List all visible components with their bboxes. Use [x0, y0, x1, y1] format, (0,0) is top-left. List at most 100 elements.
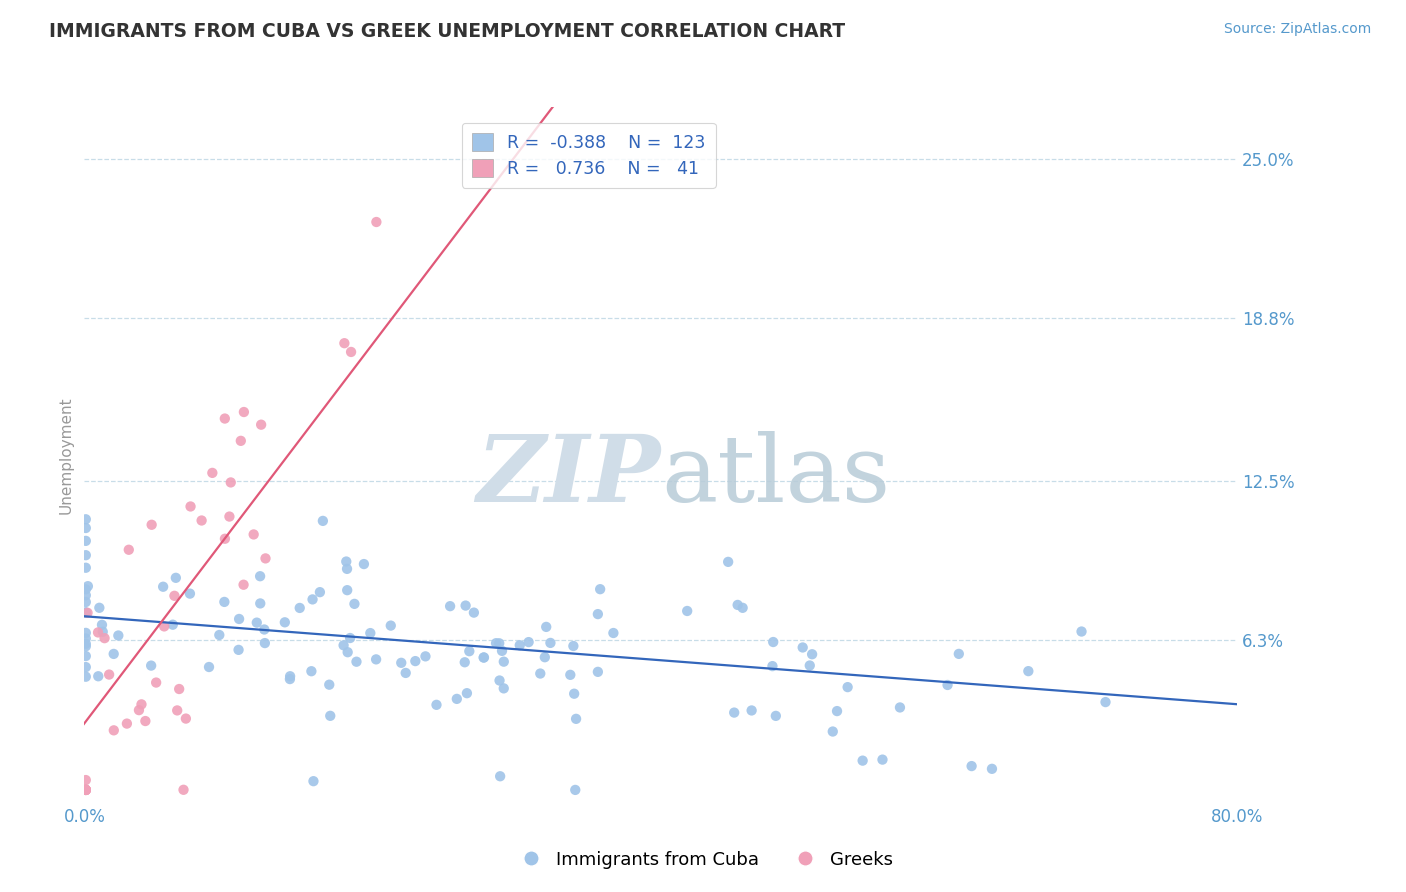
Point: [509, 638, 531, 652]
Point: [821, 724, 844, 739]
Point: [278, 669, 301, 683]
Point: [253, 623, 276, 637]
Point: [723, 706, 745, 720]
Point: [75, 783, 97, 797]
Point: [242, 527, 264, 541]
Point: [765, 709, 787, 723]
Point: [454, 655, 477, 669]
Point: [75, 783, 97, 797]
Point: [75, 773, 97, 788]
Point: [1070, 624, 1092, 639]
Point: [439, 599, 461, 614]
Point: [299, 664, 322, 678]
Point: [214, 595, 236, 609]
Text: Source: ZipAtlas.com: Source: ZipAtlas.com: [1223, 22, 1371, 37]
Point: [91, 624, 114, 639]
Point: [586, 665, 609, 679]
Point: [103, 723, 125, 738]
Point: [228, 643, 250, 657]
Point: [118, 542, 141, 557]
Point: [333, 336, 356, 351]
Point: [75, 783, 97, 797]
Point: [889, 700, 911, 714]
Point: [75, 783, 97, 797]
Point: [489, 769, 512, 783]
Point: [166, 703, 188, 717]
Point: [488, 636, 510, 650]
Point: [340, 345, 363, 359]
Point: [163, 589, 186, 603]
Point: [180, 500, 202, 514]
Point: [229, 434, 252, 448]
Point: [141, 517, 163, 532]
Point: [179, 587, 201, 601]
Point: [801, 647, 824, 661]
Point: [131, 698, 153, 712]
Point: [336, 645, 359, 659]
Point: [152, 580, 174, 594]
Point: [75, 606, 97, 620]
Point: [309, 585, 332, 599]
Point: [825, 704, 848, 718]
Point: [488, 673, 510, 688]
Point: [87, 669, 110, 683]
Point: [75, 521, 97, 535]
Point: [153, 619, 176, 633]
Point: [936, 678, 959, 692]
Point: [336, 583, 359, 598]
Legend: Immigrants from Cuba, Greeks: Immigrants from Cuba, Greeks: [508, 846, 898, 874]
Point: [75, 606, 97, 620]
Point: [318, 678, 340, 692]
Point: [517, 635, 540, 649]
Point: [761, 659, 783, 673]
Point: [75, 783, 97, 797]
Point: [485, 636, 508, 650]
Point: [589, 582, 612, 597]
Point: [75, 588, 97, 602]
Point: [872, 753, 894, 767]
Text: IMMIGRANTS FROM CUBA VS GREEK UNEMPLOYMENT CORRELATION CHART: IMMIGRANTS FROM CUBA VS GREEK UNEMPLOYME…: [49, 22, 845, 41]
Point: [165, 571, 187, 585]
Point: [538, 636, 561, 650]
Point: [173, 782, 195, 797]
Point: [249, 596, 271, 610]
Point: [1017, 664, 1039, 678]
Point: [75, 670, 97, 684]
Point: [145, 675, 167, 690]
Point: [75, 548, 97, 562]
Point: [75, 637, 97, 651]
Point: [312, 514, 335, 528]
Point: [75, 632, 97, 646]
Point: [288, 601, 311, 615]
Point: [336, 562, 359, 576]
Point: [249, 569, 271, 583]
Point: [332, 638, 354, 652]
Point: [353, 557, 375, 571]
Point: [458, 644, 481, 658]
Point: [792, 640, 814, 655]
Point: [87, 625, 110, 640]
Point: [254, 551, 277, 566]
Legend: R =  -0.388    N =  123, R =   0.736    N =   41: R = -0.388 N = 123, R = 0.736 N = 41: [463, 123, 716, 188]
Point: [115, 716, 138, 731]
Point: [253, 636, 276, 650]
Point: [366, 652, 388, 666]
Point: [174, 712, 197, 726]
Point: [75, 660, 97, 674]
Point: [491, 644, 513, 658]
Point: [302, 774, 325, 789]
Point: [380, 618, 402, 632]
Point: [75, 639, 97, 653]
Point: [214, 532, 236, 546]
Point: [75, 783, 97, 797]
Point: [162, 617, 184, 632]
Point: [395, 665, 418, 680]
Point: [232, 405, 254, 419]
Point: [346, 655, 368, 669]
Point: [301, 592, 323, 607]
Point: [228, 612, 250, 626]
Point: [425, 698, 447, 712]
Point: [218, 509, 240, 524]
Point: [560, 668, 582, 682]
Point: [75, 626, 97, 640]
